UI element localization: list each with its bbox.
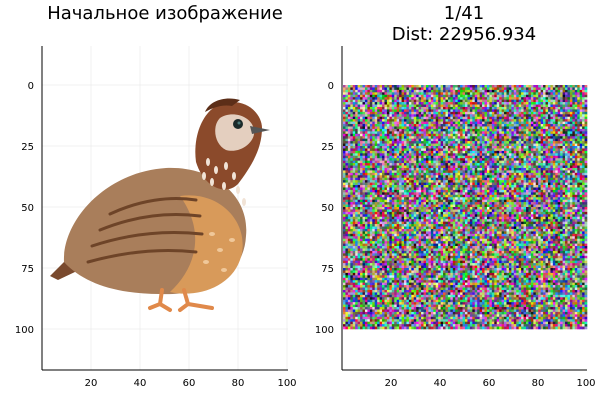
left-xtick-40: 40 bbox=[134, 378, 147, 389]
random-noise-image bbox=[343, 85, 588, 330]
right-xtick-40: 40 bbox=[434, 378, 447, 389]
left-xtick-80: 80 bbox=[232, 378, 245, 389]
right-xtick-60: 60 bbox=[483, 378, 496, 389]
right-ytick-25: 25 bbox=[321, 142, 334, 153]
right-xtick-80: 80 bbox=[532, 378, 545, 389]
left-xtick-60: 60 bbox=[183, 378, 196, 389]
left-panel: Начальное изображение bbox=[15, 3, 297, 389]
left-ytick-75: 75 bbox=[21, 264, 34, 275]
right-ytick-75: 75 bbox=[321, 264, 334, 275]
right-xtick-100: 100 bbox=[576, 378, 595, 389]
right-panel: 1/41 Dist: 22956.934 0 25 50 75 100 20 4… bbox=[315, 3, 596, 389]
left-y-ticks: 0 25 50 75 100 bbox=[15, 81, 34, 336]
left-ytick-0: 0 bbox=[28, 81, 34, 92]
quail-image bbox=[50, 98, 270, 312]
left-xtick-100: 100 bbox=[277, 378, 296, 389]
left-ytick-100: 100 bbox=[15, 325, 34, 336]
left-ytick-25: 25 bbox=[21, 142, 34, 153]
right-xtick-20: 20 bbox=[385, 378, 398, 389]
right-title-line1: 1/41 bbox=[444, 3, 484, 24]
left-title: Начальное изображение bbox=[47, 3, 283, 24]
right-ytick-100: 100 bbox=[315, 325, 334, 336]
left-x-ticks: 20 40 60 80 100 bbox=[85, 378, 297, 389]
right-title-line2: Dist: 22956.934 bbox=[392, 24, 536, 45]
right-ytick-50: 50 bbox=[321, 203, 334, 214]
right-ytick-0: 0 bbox=[328, 81, 334, 92]
left-xtick-20: 20 bbox=[85, 378, 98, 389]
right-y-ticks: 0 25 50 75 100 bbox=[315, 81, 334, 336]
right-x-ticks: 20 40 60 80 100 bbox=[385, 378, 596, 389]
left-ytick-50: 50 bbox=[21, 203, 34, 214]
